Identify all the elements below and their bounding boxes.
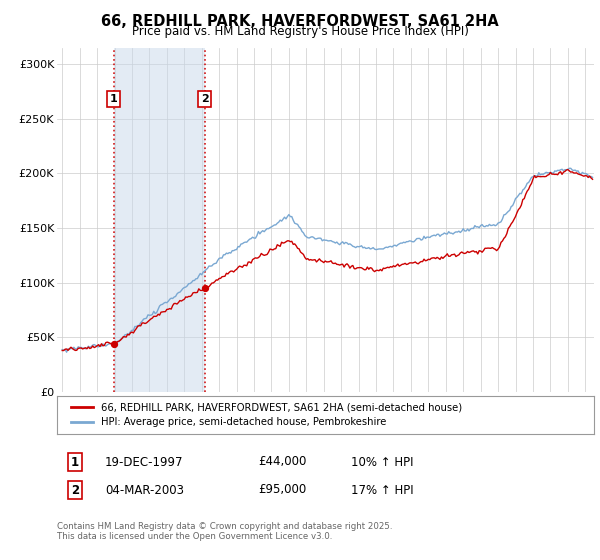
Text: 1: 1 — [71, 455, 79, 469]
Text: £44,000: £44,000 — [258, 455, 307, 469]
Point — [200, 284, 209, 293]
Text: Price paid vs. HM Land Registry's House Price Index (HPI): Price paid vs. HM Land Registry's House … — [131, 25, 469, 38]
Point — [109, 339, 119, 348]
Text: 2: 2 — [71, 483, 79, 497]
Text: 66, REDHILL PARK, HAVERFORDWEST, SA61 2HA: 66, REDHILL PARK, HAVERFORDWEST, SA61 2H… — [101, 14, 499, 29]
Text: 17% ↑ HPI: 17% ↑ HPI — [351, 483, 413, 497]
Legend: 66, REDHILL PARK, HAVERFORDWEST, SA61 2HA (semi-detached house), HPI: Average pr: 66, REDHILL PARK, HAVERFORDWEST, SA61 2H… — [65, 396, 468, 433]
Text: 19-DEC-1997: 19-DEC-1997 — [105, 455, 184, 469]
Text: 1: 1 — [110, 94, 118, 104]
Text: Contains HM Land Registry data © Crown copyright and database right 2025.
This d: Contains HM Land Registry data © Crown c… — [57, 522, 392, 542]
Text: 10% ↑ HPI: 10% ↑ HPI — [351, 455, 413, 469]
Bar — [114, 48, 205, 392]
Text: 2: 2 — [201, 94, 209, 104]
Text: 04-MAR-2003: 04-MAR-2003 — [105, 483, 184, 497]
Text: £95,000: £95,000 — [258, 483, 306, 497]
